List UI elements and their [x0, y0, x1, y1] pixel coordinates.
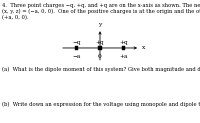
Bar: [75, 46, 78, 50]
Text: −q: −q: [72, 40, 81, 45]
Text: (b)  Write down an expression for the voltage using monopole and dipole terms.: (b) Write down an expression for the vol…: [2, 102, 200, 107]
Text: +a: +a: [119, 54, 128, 60]
Text: 4.  Three point charges −q, +q, and +q are on the x-axis as shown. The negative : 4. Three point charges −q, +q, and +q ar…: [2, 3, 200, 8]
Text: y: y: [98, 22, 102, 27]
Text: +q: +q: [119, 40, 128, 45]
Bar: [122, 46, 125, 50]
Text: (x, y, z) = (−a, 0, 0).  One of the positive charges is at the origin and the ot: (x, y, z) = (−a, 0, 0). One of the posit…: [2, 9, 200, 15]
Text: +q: +q: [96, 40, 104, 45]
Text: 0: 0: [98, 54, 102, 60]
Bar: [98, 46, 102, 50]
Text: −a: −a: [72, 54, 81, 60]
Text: x: x: [142, 46, 145, 50]
Text: (+a, 0, 0).: (+a, 0, 0).: [2, 15, 29, 21]
Text: (a)  What is the dipole moment of this system? Give both magnitude and direction: (a) What is the dipole moment of this sy…: [2, 66, 200, 72]
